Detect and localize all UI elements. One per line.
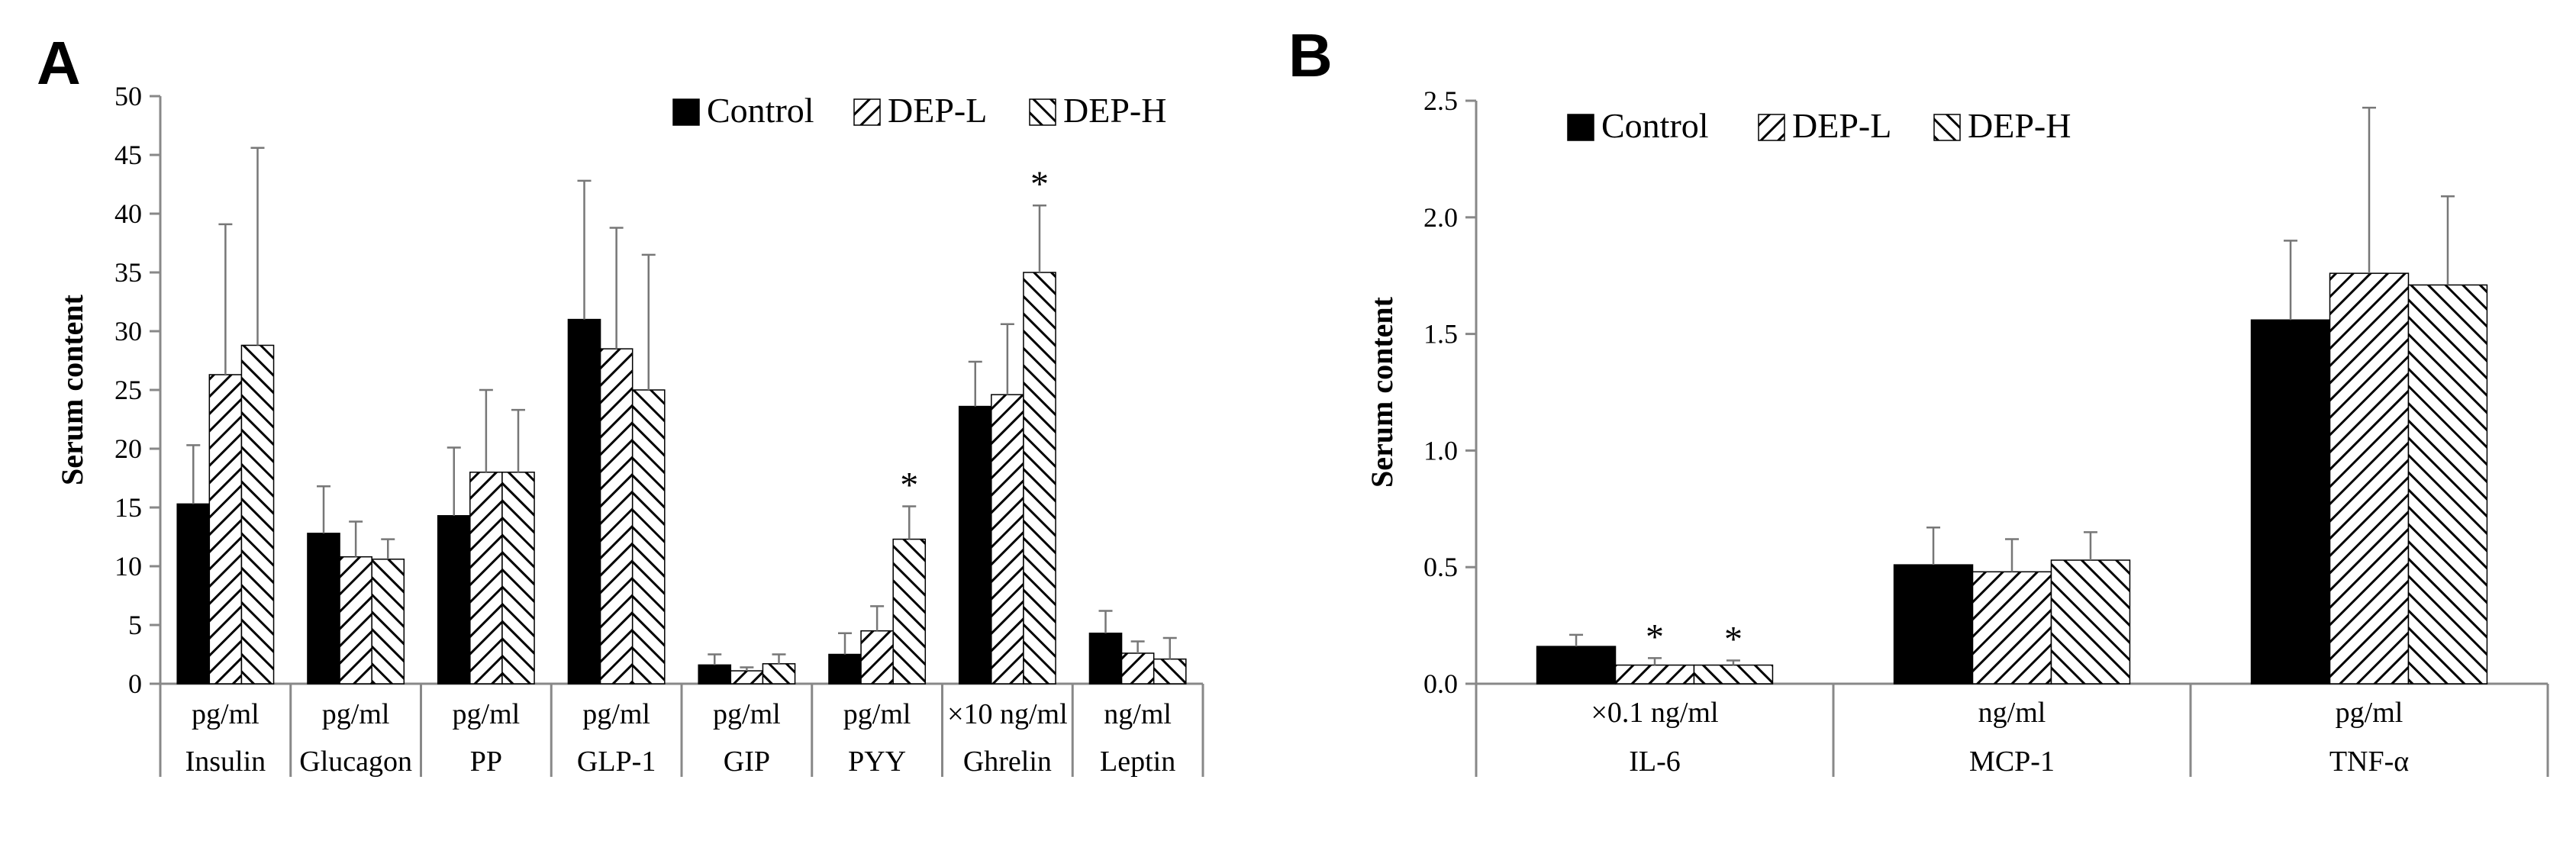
legend-swatch-a-dep-l — [853, 98, 881, 126]
bar-a-dep-h — [371, 559, 405, 685]
chart-panel-b: 0.0 0.5 1.0 1.5 2.0 2.5 Serum content ×0.1 ng/m… — [1365, 85, 2549, 778]
legend-label-a-dep-h: DEP-H — [1063, 91, 1166, 130]
bar-b-control — [1893, 564, 1974, 685]
legend-swatch-a-dep-h — [1029, 98, 1056, 126]
bar-a-dep-h — [501, 472, 535, 685]
bar-a-dep-l — [860, 630, 894, 685]
y-tick-label-b: 0.5 — [1423, 552, 1458, 582]
y-tick-label-b: 1.5 — [1423, 319, 1458, 350]
legend-label-b-dep-l: DEP-L — [1792, 106, 1891, 145]
category-unit-a: pg/ml — [713, 698, 781, 730]
legend-swatch-b-dep-h — [1933, 114, 1961, 141]
y-tick-label-a: 15 — [114, 492, 142, 523]
bar-a-dep-l — [1120, 652, 1155, 685]
y-tick-label-a: 45 — [114, 140, 142, 170]
y-tick-label-a: 0 — [128, 668, 142, 699]
category-label-b: TNF-α — [2329, 746, 2409, 778]
bar-a-dep-l — [599, 348, 634, 685]
y-tick-label-b: 2.5 — [1423, 85, 1458, 116]
category-unit-a: ×10 ng/ml — [947, 698, 1068, 730]
category-unit-a: pg/ml — [192, 698, 260, 730]
bar-b-dep-l — [2329, 272, 2410, 685]
category-unit-b: ng/ml — [1978, 697, 2046, 729]
bar-a-control — [437, 515, 471, 685]
category-label-a: Glucagon — [299, 746, 412, 778]
bar-a-dep-l — [991, 394, 1024, 685]
bar-a-control — [698, 664, 732, 685]
category-label-a: Insulin — [185, 746, 266, 778]
y-axis-title-b: Serum content — [1365, 296, 1399, 488]
bar-a-dep-l — [730, 670, 764, 685]
category-label-b: MCP-1 — [1969, 746, 2055, 778]
bar-b-dep-h — [2407, 284, 2488, 685]
category-unit-a: pg/ml — [843, 698, 911, 730]
category-unit-a: pg/ml — [322, 698, 390, 730]
bar-a-control — [958, 405, 992, 685]
category-label-a: Leptin — [1100, 746, 1175, 778]
panel-label-a: A — [37, 29, 81, 97]
legend-swatch-a-control — [672, 98, 700, 126]
y-tick-label-b: 1.0 — [1423, 435, 1458, 465]
bar-a-control — [307, 533, 340, 685]
legend-swatch-b-dep-l — [1758, 114, 1785, 141]
category-label-a: PP — [470, 746, 502, 778]
y-tick-label-b: 2.0 — [1423, 202, 1458, 233]
y-tick-label-a: 5 — [128, 610, 142, 640]
legend-label-b-dep-h: DEP-H — [1968, 106, 2071, 145]
y-tick-label-b: 0.0 — [1423, 668, 1458, 699]
y-tick-label-a: 10 — [114, 551, 142, 581]
y-tick-label-a: 50 — [114, 81, 142, 111]
bar-a-dep-h — [240, 344, 275, 685]
y-tick-label-a: 20 — [114, 433, 142, 464]
y-tick-label-a: 35 — [114, 257, 142, 288]
significance-marker-a: * — [1030, 164, 1049, 205]
bar-b-control — [1536, 646, 1617, 685]
category-unit-b: ×0.1 ng/ml — [1591, 697, 1718, 729]
category-label-a: GIP — [724, 746, 770, 778]
bar-a-dep-h — [1023, 272, 1056, 685]
significance-marker-a: * — [900, 465, 918, 505]
y-tick-label-a: 30 — [114, 316, 142, 346]
bar-b-dep-l — [1614, 664, 1695, 685]
bar-b-dep-l — [1971, 571, 2052, 685]
category-label-a: Ghrelin — [963, 746, 1052, 778]
category-label-b: IL-6 — [1629, 746, 1681, 778]
y-tick-label-a: 25 — [114, 375, 142, 405]
bar-a-control — [828, 653, 862, 685]
category-unit-a: pg/ml — [582, 698, 650, 730]
bar-b-dep-h — [2050, 559, 2131, 685]
bar-a-dep-l — [208, 374, 243, 685]
panel-label-b: B — [1288, 21, 1333, 89]
category-unit-b: pg/ml — [2336, 697, 2404, 729]
significance-marker-b: * — [1724, 619, 1743, 659]
bar-a-control — [567, 318, 601, 685]
category-label-a: PYY — [848, 746, 906, 778]
bar-a-dep-h — [892, 538, 927, 685]
bar-a-dep-l — [469, 472, 503, 685]
bar-a-control — [176, 503, 211, 685]
category-unit-a: ng/ml — [1104, 698, 1172, 730]
legend-label-b-control: Control — [1601, 106, 1709, 145]
y-tick-label-a: 40 — [114, 198, 142, 229]
category-label-a: GLP-1 — [577, 746, 656, 778]
bar-a-control — [1088, 633, 1123, 685]
legend-label-a-control: Control — [707, 91, 814, 130]
legend-label-a-dep-l: DEP-L — [888, 91, 987, 130]
category-unit-a: pg/ml — [453, 698, 521, 730]
bar-a-dep-h — [762, 663, 796, 685]
bar-b-dep-h — [1693, 664, 1774, 685]
bar-b-control — [2250, 319, 2331, 685]
legend-swatch-b-control — [1567, 114, 1594, 141]
y-axis-title-a: Serum content — [55, 294, 89, 485]
significance-marker-b: * — [1646, 617, 1664, 657]
chart-panel-a: 0 5 10 15 20 25 30 35 40 45 50 Serum content pg/ml In… — [55, 81, 1204, 778]
bar-a-dep-h — [1153, 658, 1187, 685]
bar-a-dep-h — [631, 389, 666, 685]
bar-a-dep-l — [339, 556, 372, 685]
